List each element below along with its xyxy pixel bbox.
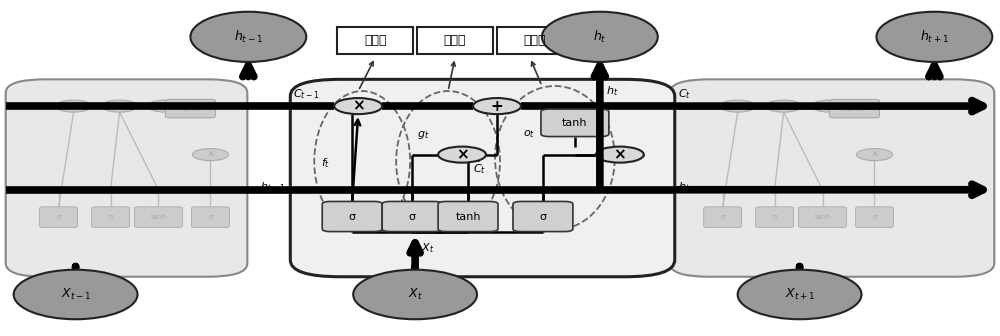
FancyBboxPatch shape <box>704 207 742 227</box>
Circle shape <box>147 100 183 112</box>
FancyBboxPatch shape <box>382 202 442 232</box>
Text: $h_{t-1}$: $h_{t-1}$ <box>234 29 263 45</box>
FancyBboxPatch shape <box>92 207 130 227</box>
Text: ×: × <box>734 101 742 111</box>
Text: tanh: tanh <box>150 214 166 220</box>
Text: σ: σ <box>349 212 356 221</box>
Text: 输出门: 输出门 <box>524 34 546 47</box>
Ellipse shape <box>14 270 138 319</box>
Ellipse shape <box>876 12 992 62</box>
Circle shape <box>192 149 228 161</box>
Text: $h_{t+1}$: $h_{t+1}$ <box>920 29 949 45</box>
Text: $f_t$: $f_t$ <box>321 156 330 170</box>
Circle shape <box>438 146 486 163</box>
Ellipse shape <box>542 12 658 62</box>
Text: σ: σ <box>409 212 416 221</box>
Text: $X_{t-1}$: $X_{t-1}$ <box>61 287 91 302</box>
FancyBboxPatch shape <box>856 207 893 227</box>
Text: σ: σ <box>872 214 877 220</box>
Text: +: + <box>491 98 503 114</box>
Text: σ: σ <box>721 214 725 220</box>
FancyBboxPatch shape <box>191 207 229 227</box>
Text: 输入门: 输入门 <box>444 34 466 47</box>
FancyBboxPatch shape <box>337 28 413 54</box>
Ellipse shape <box>738 270 861 319</box>
Circle shape <box>766 100 802 112</box>
FancyBboxPatch shape <box>6 79 247 277</box>
FancyBboxPatch shape <box>417 28 493 54</box>
Circle shape <box>56 100 92 112</box>
Text: ×: × <box>206 150 214 160</box>
Text: $X_{t+1}$: $X_{t+1}$ <box>785 287 815 302</box>
Text: +: + <box>116 101 124 111</box>
Text: ×: × <box>161 101 170 111</box>
Text: $C_{t-1}$: $C_{t-1}$ <box>293 87 320 101</box>
Text: ×: × <box>456 147 468 162</box>
FancyBboxPatch shape <box>290 79 675 277</box>
Text: $X_t$: $X_t$ <box>421 242 434 255</box>
FancyBboxPatch shape <box>40 207 78 227</box>
Text: tanh: tanh <box>562 118 588 128</box>
FancyBboxPatch shape <box>799 207 847 227</box>
Ellipse shape <box>353 270 477 319</box>
Text: $g_t$: $g_t$ <box>417 129 429 140</box>
FancyBboxPatch shape <box>541 109 609 136</box>
FancyBboxPatch shape <box>322 202 382 232</box>
Circle shape <box>812 100 848 112</box>
Text: $\tilde{C}_t$: $\tilde{C}_t$ <box>473 160 486 176</box>
Text: $C_t$: $C_t$ <box>678 87 691 101</box>
Text: σ: σ <box>772 214 777 220</box>
FancyBboxPatch shape <box>670 79 994 277</box>
Text: σ: σ <box>56 214 61 220</box>
Ellipse shape <box>190 12 306 62</box>
Text: $X_t$: $X_t$ <box>408 287 423 302</box>
Text: σ: σ <box>539 212 546 221</box>
Text: ×: × <box>825 101 834 111</box>
Text: tanh: tanh <box>182 104 199 113</box>
Text: σ: σ <box>208 214 213 220</box>
Text: ×: × <box>352 98 365 114</box>
Text: +: + <box>780 101 788 111</box>
Text: ×: × <box>613 147 626 162</box>
Circle shape <box>596 146 644 163</box>
Circle shape <box>334 98 382 114</box>
Text: $h_t$: $h_t$ <box>678 180 690 194</box>
FancyBboxPatch shape <box>165 99 215 118</box>
Text: $o_t$: $o_t$ <box>523 129 535 140</box>
Text: 遗忘门: 遗忘门 <box>364 34 386 47</box>
FancyBboxPatch shape <box>513 202 573 232</box>
FancyBboxPatch shape <box>438 202 498 232</box>
Circle shape <box>473 98 521 114</box>
FancyBboxPatch shape <box>830 99 879 118</box>
Text: tanh: tanh <box>846 104 863 113</box>
Circle shape <box>720 100 756 112</box>
Text: $h_t$: $h_t$ <box>606 84 618 98</box>
FancyBboxPatch shape <box>497 28 573 54</box>
Text: σ: σ <box>108 214 113 220</box>
Text: $h_{t}$: $h_{t}$ <box>593 29 607 45</box>
Text: tanh: tanh <box>455 212 481 221</box>
Circle shape <box>102 100 138 112</box>
FancyBboxPatch shape <box>135 207 182 227</box>
Text: ×: × <box>70 101 78 111</box>
FancyBboxPatch shape <box>756 207 794 227</box>
Text: tanh: tanh <box>815 214 831 220</box>
Text: ×: × <box>870 150 879 160</box>
Circle shape <box>857 149 892 161</box>
Text: $h_{t-1}$: $h_{t-1}$ <box>260 180 286 194</box>
